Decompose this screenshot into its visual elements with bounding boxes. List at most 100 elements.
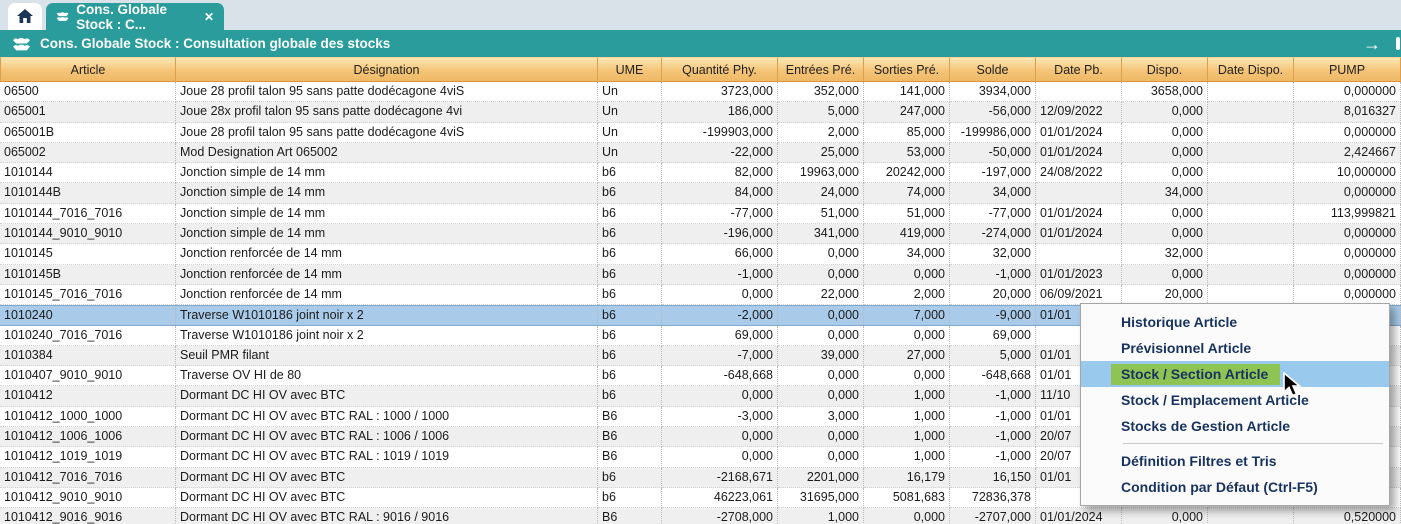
cell-entrees: 22,000 — [778, 284, 864, 306]
cell-date_pb: 01/01/2024 — [1036, 122, 1122, 143]
cell-entrees: 352,000 — [778, 82, 864, 103]
column-header-ume[interactable]: UME — [598, 57, 662, 82]
cell-sorties: 1,000 — [864, 427, 950, 448]
menu-item-condition-par-d-faut-ctrl-f5[interactable]: Condition par Défaut (Ctrl-F5) — [1081, 474, 1389, 500]
cell-ume: b6 — [598, 284, 662, 306]
column-header-pump[interactable]: PUMP — [1294, 57, 1401, 82]
column-header-entrees[interactable]: Entrées Pré. — [778, 57, 864, 82]
column-header-article[interactable]: Article — [0, 57, 176, 82]
cell-article: 1010412_1019_1019 — [0, 447, 176, 468]
home-tab[interactable] — [8, 3, 42, 30]
cell-date_dispo — [1208, 163, 1294, 184]
cell-article: 1010145B — [0, 264, 176, 285]
cell-article: 1010412_7016_7016 — [0, 467, 176, 488]
cell-sorties: 1,000 — [864, 386, 950, 407]
table-row[interactable]: 1010412_9010_9010 Dormant DC HI OV avec B… — [0, 487, 1401, 509]
cell-sorties: 0,000 — [864, 508, 950, 524]
column-header-date_dispo[interactable]: Date Dispo. — [1208, 57, 1294, 82]
cell-solde: -1,000 — [950, 406, 1036, 428]
arrow-right-icon[interactable]: → — [1363, 33, 1381, 54]
cell-dispo: 34,000 — [1122, 183, 1208, 204]
cell-sorties: 1,000 — [864, 447, 950, 468]
cell-ume: Un — [598, 82, 662, 103]
menu-item-pr-visionnel-article[interactable]: Prévisionnel Article — [1081, 335, 1389, 361]
cell-solde: 5,000 — [950, 345, 1036, 367]
cell-ume: b6 — [598, 345, 662, 367]
table-row[interactable]: 1010144_7016_7016 Jonction simple de 14 m… — [0, 203, 1401, 225]
table-row[interactable]: 065001 Joue 28x profil talon 95 sans patt… — [0, 102, 1401, 123]
menu-item-label: Stock / Section Article — [1111, 363, 1281, 385]
cell-ume: Un — [598, 122, 662, 143]
cell-entrees: 39,000 — [778, 345, 864, 367]
table-row[interactable]: 1010412_1000_1000 Dormant DC HI OV avec B… — [0, 406, 1401, 428]
cell-entrees: 31695,000 — [778, 487, 864, 509]
cell-article: 1010240 — [0, 306, 176, 325]
menu-item-stock-section-article[interactable]: Stock / Section Article — [1081, 361, 1389, 387]
menu-item-stocks-de-gestion-article[interactable]: Stocks de Gestion Article — [1081, 413, 1389, 439]
page-title: Cons. Globale Stock : Consultation globa… — [40, 36, 391, 51]
cell-solde: 69,000 — [950, 325, 1036, 346]
window-titlebar: Cons. Globale Stock : Consultation globa… — [0, 30, 1401, 57]
cell-solde: -56,000 — [950, 102, 1036, 123]
cell-date_dispo — [1208, 102, 1294, 123]
table-row[interactable]: 1010144_9010_9010 Jonction simple de 14 m… — [0, 224, 1401, 245]
cell-ume: b6 — [598, 224, 662, 245]
cell-article: 065001 — [0, 102, 176, 123]
cell-article: 1010145_7016_7016 — [0, 284, 176, 306]
cell-designation: Jonction renforcée de 14 mm — [176, 264, 598, 285]
table-row[interactable]: 1010412_7016_7016 Dormant DC HI OV avec B… — [0, 467, 1401, 488]
cell-solde: -648,668 — [950, 366, 1036, 387]
cell-designation: Jonction simple de 14 mm — [176, 183, 598, 204]
column-header-dispo[interactable]: Dispo. — [1122, 57, 1208, 82]
table-row[interactable]: 1010240_7016_7016 Traverse W1010186 joint… — [0, 325, 1401, 346]
cell-designation: Dormant DC HI OV avec BTC — [176, 467, 598, 488]
table-row[interactable]: 1010412_9016_9016 Dormant DC HI OV avec B… — [0, 508, 1401, 524]
cell-dispo: 0,000 — [1122, 122, 1208, 143]
cell-qty_phy: -3,000 — [662, 406, 778, 428]
table-row[interactable]: 1010145_7016_7016 Jonction renforcée de 1… — [0, 284, 1401, 306]
table-row[interactable]: 1010144 Jonction simple de 14 mm b6 82,000 1… — [0, 163, 1401, 184]
column-header-qty_phy[interactable]: Quantité Phy. — [662, 57, 778, 82]
menu-item-label: Historique Article — [1121, 314, 1238, 330]
cell-article: 1010144 — [0, 163, 176, 184]
active-tab[interactable]: Cons. Globale Stock : C... ✕ — [46, 2, 224, 32]
cell-entrees: 341,000 — [778, 224, 864, 245]
cell-designation: Jonction simple de 14 mm — [176, 224, 598, 245]
cell-pump: 0,000000 — [1294, 224, 1401, 245]
table-row[interactable]: 1010412_1019_1019 Dormant DC HI OV avec B… — [0, 447, 1401, 468]
cell-article: 1010240_7016_7016 — [0, 325, 176, 346]
table-row[interactable]: 065001B Joue 28 profil talon 95 sans patt… — [0, 122, 1401, 143]
menu-item-historique-article[interactable]: Historique Article — [1081, 309, 1389, 335]
table-row[interactable]: 065002 Mod Designation Art 065002 Un -22,00… — [0, 142, 1401, 164]
table-header-row: Article Désignation UME Quantité Phy. Entrée… — [0, 57, 1401, 82]
column-header-date_pb[interactable]: Date Pb. — [1036, 57, 1122, 82]
table-row[interactable]: 1010145 Jonction renforcée de 14 mm b6 66,0… — [0, 244, 1401, 265]
cell-qty_phy: 82,000 — [662, 163, 778, 184]
column-header-designation[interactable]: Désignation — [176, 57, 598, 82]
cell-article: 065002 — [0, 142, 176, 164]
table-row[interactable]: 1010384 Seuil PMR filant b6 -7,000 39,000 27,… — [0, 345, 1401, 367]
column-header-sorties[interactable]: Sorties Pré. — [864, 57, 950, 82]
cell-sorties: 74,000 — [864, 183, 950, 204]
cell-date_pb — [1036, 82, 1122, 103]
cell-ume: Un — [598, 142, 662, 164]
cell-entrees: 0,000 — [778, 447, 864, 468]
cell-solde: 16,150 — [950, 467, 1036, 488]
cell-article: 1010145 — [0, 244, 176, 265]
table-row[interactable]: 1010145B Jonction renforcée de 14 mm b6 -1,… — [0, 264, 1401, 285]
cell-ume: b6 — [598, 163, 662, 184]
table-row[interactable]: 06500 Joue 28 profil talon 95 sans patte … — [0, 82, 1401, 103]
cell-date_pb: 12/09/2022 — [1036, 102, 1122, 123]
table-row[interactable]: 1010412_1006_1006 Dormant DC HI OV avec B… — [0, 427, 1401, 448]
cell-solde: -199986,000 — [950, 122, 1036, 143]
cell-qty_phy: 186,000 — [662, 102, 778, 123]
cell-qty_phy: 84,000 — [662, 183, 778, 204]
menu-item-label: Condition par Défaut (Ctrl-F5) — [1121, 479, 1318, 495]
close-icon[interactable]: ✕ — [203, 9, 214, 24]
table-row[interactable]: 1010144B Jonction simple de 14 mm b6 84,000… — [0, 183, 1401, 204]
column-header-solde[interactable]: Solde — [950, 57, 1036, 82]
menu-item-stock-emplacement-article[interactable]: Stock / Emplacement Article — [1081, 387, 1389, 413]
menu-item-d-finition-filtres-et-tris[interactable]: Définition Filtres et Tris — [1081, 448, 1389, 474]
table-row[interactable]: 1010407_9010_9010 Traverse OV HI de 80 b6-… — [0, 366, 1401, 387]
